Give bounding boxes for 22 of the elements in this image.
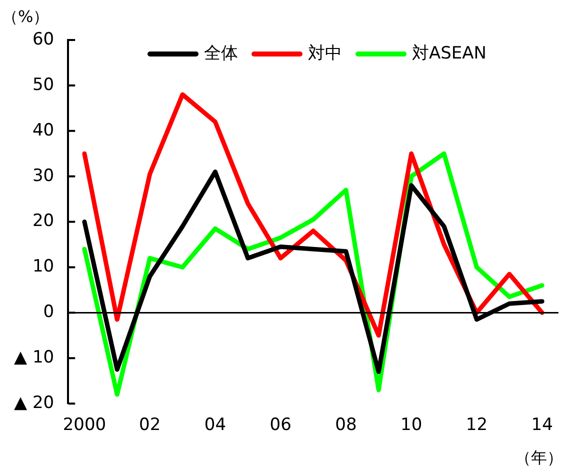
y-tick-label: 20 [32,211,54,232]
y-tick-label: 60 [32,29,54,50]
x-tick-label: 12 [466,415,488,436]
x-tick-label: 10 [400,415,422,436]
x-tick-label: 06 [270,415,292,436]
x-tick-label: 02 [139,415,161,436]
y-tick-label: 0 [43,302,54,322]
x-tick-label: 2000 [62,415,106,436]
x-tick-label: 04 [204,415,226,436]
legend-label: 対ASEAN [412,43,487,64]
legend-label: 全体 [204,43,238,64]
legend-label: 対中 [308,43,342,64]
y-tick-label: ▲ 20 [14,393,54,414]
x-tick-label: 08 [335,415,357,436]
y-tick-label: 10 [32,256,54,277]
x-tick-label: 14 [531,415,553,436]
x-axis-title: （年） [515,448,563,468]
y-tick-label: 30 [32,166,54,186]
y-tick-label: ▲ 10 [14,348,54,368]
y-tick-label: 50 [32,74,54,95]
y-axis-title: （%） [2,7,50,26]
y-tick-label: 40 [32,120,54,140]
